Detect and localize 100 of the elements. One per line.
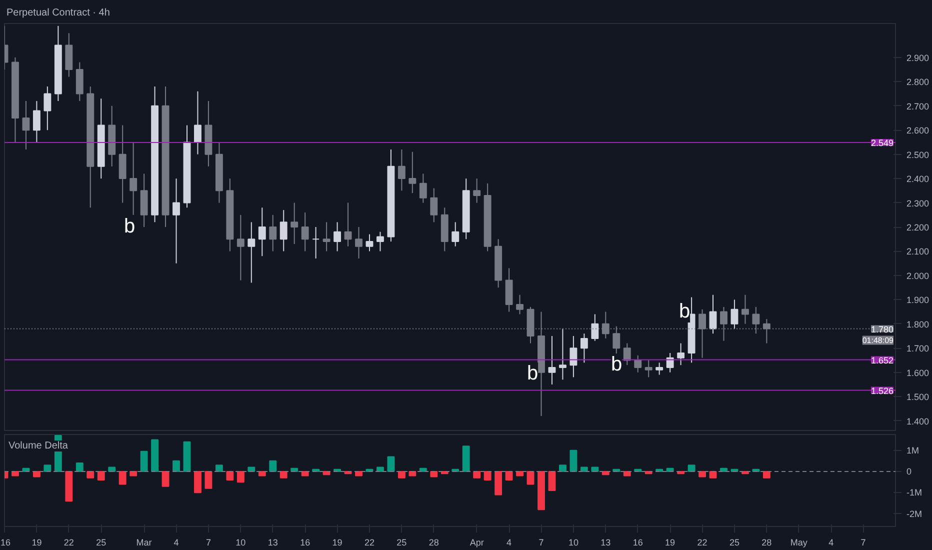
y-tick-label: 1.400 [906, 416, 930, 426]
bar [97, 471, 105, 480]
x-tick-label: 4 [506, 538, 512, 548]
y-tick-label: 2.000 [906, 270, 930, 281]
x-tick-label: 16 [632, 538, 643, 548]
candlestick [269, 214, 277, 252]
y-tick-label: 2.500 [906, 150, 930, 160]
candlestick [290, 202, 298, 244]
bar [398, 471, 406, 478]
candlestick [334, 222, 342, 252]
text: Volume Delta [8, 440, 68, 452]
bar [548, 471, 556, 492]
candlestick [322, 222, 330, 252]
bar [387, 456, 395, 472]
y-tick-label: 2.600 [906, 126, 930, 136]
y-tick-label: 2.400 [906, 174, 930, 184]
x-tick-label: 22 [697, 538, 708, 548]
candlestick [258, 207, 266, 257]
ref-line-label: 1.526 [870, 386, 894, 396]
y-tick-label: -1M [906, 488, 922, 498]
bar [76, 462, 84, 472]
bar [118, 471, 126, 485]
bar [32, 471, 40, 478]
x-tick-label: Apr [470, 538, 484, 548]
x-tick-label: 16 [0, 538, 11, 548]
x-tick-label: 19 [332, 538, 342, 548]
x-tick-label: 13 [268, 538, 278, 548]
candlestick [408, 151, 416, 194]
candlestick [172, 178, 180, 264]
ref-line-label: 1.652 [870, 355, 894, 366]
bar [484, 471, 492, 480]
candlestick [623, 342, 631, 366]
x-tick-label: 4 [828, 538, 834, 548]
candlestick [398, 148, 406, 192]
x-tick-label: 16 [300, 538, 310, 548]
x-tick-label: 10 [236, 538, 246, 548]
bar [269, 460, 277, 472]
x-tick-label: 22 [364, 538, 374, 548]
candlestick [366, 234, 374, 252]
bar [505, 471, 513, 480]
annotation: b [124, 216, 136, 238]
x-tick-label: 22 [64, 538, 74, 548]
bar [762, 471, 770, 478]
bar [538, 471, 545, 510]
candlestick [452, 222, 460, 247]
candlestick [656, 362, 664, 376]
annotation: b [526, 362, 538, 384]
chart-title: Perpetual Contract · 4h [6, 8, 110, 18]
x-tick-label: 25 [96, 538, 106, 548]
x-tick-label: 19 [32, 538, 42, 548]
candlestick [248, 222, 256, 284]
bar [151, 439, 159, 472]
y-tick-label: 1.600 [906, 368, 930, 378]
bar [194, 471, 202, 494]
candlestick [236, 214, 244, 281]
bar [570, 450, 578, 472]
candlestick [22, 100, 30, 150]
x-tick-label: 4 [174, 538, 179, 548]
x-tick-label: Mar [136, 538, 152, 548]
candlestick [591, 314, 599, 342]
y-tick-label: 1.700 [906, 344, 930, 354]
ref-line-label: 1.780 [870, 324, 894, 334]
candlestick [634, 354, 642, 373]
bar [688, 464, 696, 472]
bar [709, 471, 717, 478]
y-tick-label: 2.900 [906, 52, 930, 63]
x-tick-label: May [790, 538, 808, 548]
y-tick-label: 1.800 [906, 319, 930, 330]
candlestick [516, 294, 524, 315]
y-tick-label: 2.200 [906, 222, 930, 232]
x-tick-label: 7 [206, 538, 211, 548]
x-tick-label: 7 [860, 538, 866, 548]
candlestick [677, 342, 685, 366]
annotation: b [610, 354, 622, 376]
y-tick-label: 2.100 [906, 246, 930, 257]
candlestick [355, 226, 362, 259]
y-tick-label: -2M [906, 508, 922, 519]
x-tick-label: 19 [665, 538, 676, 548]
candlestick [312, 226, 320, 259]
y-tick-label: 2.700 [906, 101, 930, 112]
x-tick-label: 28 [762, 538, 772, 548]
bar [204, 471, 212, 489]
y-tick-label: 1M [906, 445, 920, 456]
candlestick [32, 100, 40, 143]
candlestick [301, 212, 309, 252]
bar [698, 471, 706, 478]
x-tick-label: 25 [396, 538, 407, 548]
candlestick [130, 142, 138, 216]
annotation: 01:48:09 [862, 336, 894, 345]
bar [462, 446, 470, 472]
candlestick [709, 294, 717, 334]
bar [44, 464, 52, 472]
candlestick [548, 336, 556, 385]
bar [494, 471, 502, 496]
bar [215, 464, 223, 472]
bar [430, 471, 438, 478]
candlestick [280, 210, 288, 252]
candlestick [558, 328, 566, 380]
candlestick [419, 173, 427, 204]
x-tick-label: 10 [568, 538, 578, 548]
